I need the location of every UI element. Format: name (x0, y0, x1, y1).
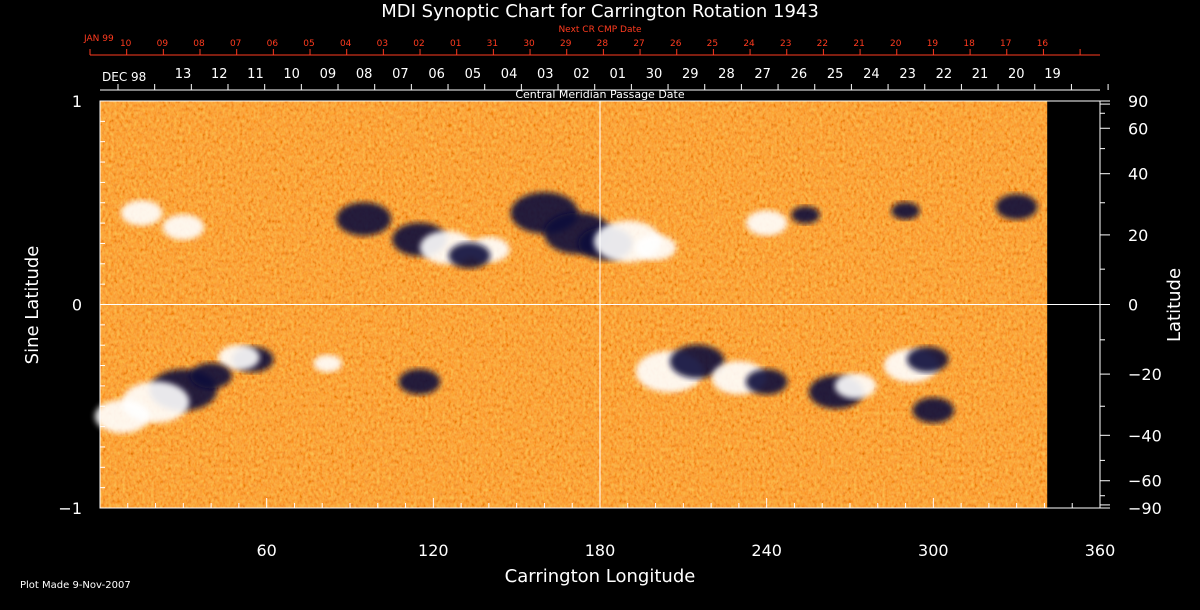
date-month-label: DEC 98 (102, 70, 146, 84)
cmp-tick-label: 06 (428, 67, 445, 82)
cmp-tick-label: 29 (682, 67, 699, 82)
next-cmp-tick-label: 27 (633, 39, 644, 49)
cmp-tick-label: 02 (573, 67, 590, 82)
positive-flux-region (745, 210, 788, 236)
cmp-tick-label: 23 (899, 67, 916, 82)
cmp-tick-label: 01 (609, 67, 626, 82)
y-tick-label-right: 60 (1128, 119, 1148, 138)
cmp-tick-label: 10 (283, 67, 300, 82)
y-tick-label-left: −1 (58, 499, 82, 518)
y-tick-label-right: −60 (1128, 472, 1162, 491)
date-axis-title: Central Meridian Passage Date (515, 88, 684, 101)
positive-flux-region (94, 399, 150, 434)
positive-flux-region (218, 344, 260, 371)
next-cmp-tick-label: 06 (267, 39, 279, 49)
cmp-tick-label: 03 (537, 67, 554, 82)
cmp-tick-label: 21 (972, 67, 989, 82)
y-tick-label-right: 20 (1128, 226, 1148, 245)
positive-flux-region (834, 373, 877, 399)
negative-flux-region (891, 202, 920, 220)
next-cmp-tick-label: 01 (450, 39, 461, 49)
cmp-tick-label: 12 (211, 67, 228, 82)
x-tick-label: 180 (585, 541, 616, 560)
cmp-tick-label: 07 (392, 67, 409, 82)
cmp-tick-label: 28 (718, 67, 735, 82)
positive-flux-region (634, 234, 677, 261)
x-tick-label: 300 (918, 541, 949, 560)
next-cmp-tick-label: 20 (890, 39, 902, 49)
next-cmp-tick-label: 16 (1037, 39, 1049, 49)
next-cmp-tick-label: 02 (413, 39, 424, 49)
x-axis-label: Carrington Longitude (505, 566, 696, 587)
next-cmp-tick-label: 08 (193, 39, 205, 49)
cmp-tick-label: 26 (791, 67, 808, 82)
next-cmp-tick-label: 03 (377, 39, 388, 49)
y-axis-label-left: Sine Latitude (22, 246, 43, 365)
next-cmp-tick-label: 10 (120, 39, 132, 49)
negative-flux-region (745, 369, 788, 395)
positive-flux-region (313, 354, 343, 373)
next-cmp-tick-label: 05 (303, 39, 314, 49)
x-tick-label: 240 (751, 541, 782, 560)
positive-flux-region (162, 214, 205, 240)
y-tick-label-left: 1 (72, 92, 82, 111)
next-cmp-tick-label: 04 (340, 39, 352, 49)
next-cmp-tick-label: 30 (523, 39, 535, 49)
next-cmp-tick-label: 24 (743, 39, 755, 49)
x-tick-label: 120 (418, 541, 449, 560)
next-cmp-tick-label: 28 (597, 39, 609, 49)
y-tick-label-right: 90 (1128, 92, 1148, 111)
next-cmp-tick-label: 21 (853, 39, 864, 49)
cmp-tick-label: 20 (1008, 67, 1025, 82)
x-tick-label: 360 (1085, 541, 1116, 560)
y-tick-label-right: −40 (1128, 426, 1162, 445)
y-tick-label-right: 0 (1128, 296, 1138, 315)
cmp-tick-label: 25 (827, 67, 844, 82)
cmp-tick-label: 09 (320, 67, 337, 82)
next-cmp-tick-label: 19 (927, 39, 939, 49)
next-cmp-tick-label: 07 (230, 39, 241, 49)
negative-flux-region (190, 362, 232, 389)
plot-made-label: Plot Made 9-Nov-2007 (20, 580, 131, 591)
negative-flux-region (669, 344, 725, 379)
next-cmp-tick-label: 23 (780, 39, 791, 49)
next-cmp-tick-label: 26 (670, 39, 682, 49)
cmp-tick-label: 22 (936, 67, 953, 82)
negative-flux-region (336, 202, 392, 236)
negative-flux-region (912, 397, 955, 424)
cmp-tick-label: 05 (465, 67, 482, 82)
next-cmp-tick-label: 17 (1000, 39, 1011, 49)
y-tick-label-right: −90 (1128, 499, 1162, 518)
cmp-tick-label: 11 (247, 67, 264, 82)
next-cmp-tick-label: 31 (487, 39, 498, 49)
y-tick-label-right: −20 (1128, 365, 1162, 384)
next-cmp-tick-label: 09 (157, 39, 169, 49)
top-month-label: JAN 99 (83, 34, 114, 44)
negative-flux-region (791, 206, 820, 224)
y-tick-label-right: 40 (1128, 165, 1148, 184)
negative-flux-region (906, 346, 949, 373)
negative-flux-region (448, 242, 491, 269)
top-axis-title: Next CR CMP Date (558, 25, 642, 35)
cmp-tick-label: 08 (356, 67, 373, 82)
cmp-tick-label: 24 (863, 67, 880, 82)
cmp-tick-label: 30 (646, 67, 663, 82)
next-cmp-tick-label: 29 (560, 39, 572, 49)
cmp-tick-label: 04 (501, 67, 518, 82)
next-cmp-tick-label: 22 (817, 39, 828, 49)
negative-flux-region (398, 369, 441, 395)
cmp-tick-label: 19 (1044, 67, 1061, 82)
next-cmp-tick-label: 25 (707, 39, 718, 49)
y-axis-label-right: Latitude (1164, 268, 1185, 342)
chart-title: MDI Synoptic Chart for Carrington Rotati… (381, 1, 819, 22)
negative-flux-region (995, 194, 1038, 220)
y-tick-label-left: 0 (72, 296, 82, 315)
x-tick-label: 60 (256, 541, 276, 560)
positive-flux-region (120, 200, 163, 226)
cmp-tick-label: 13 (175, 67, 192, 82)
cmp-tick-label: 27 (754, 67, 771, 82)
axes: 60 120 180 240 300 36010−1906040200−20−40−60−… (58, 39, 1161, 560)
next-cmp-tick-label: 18 (963, 39, 975, 49)
